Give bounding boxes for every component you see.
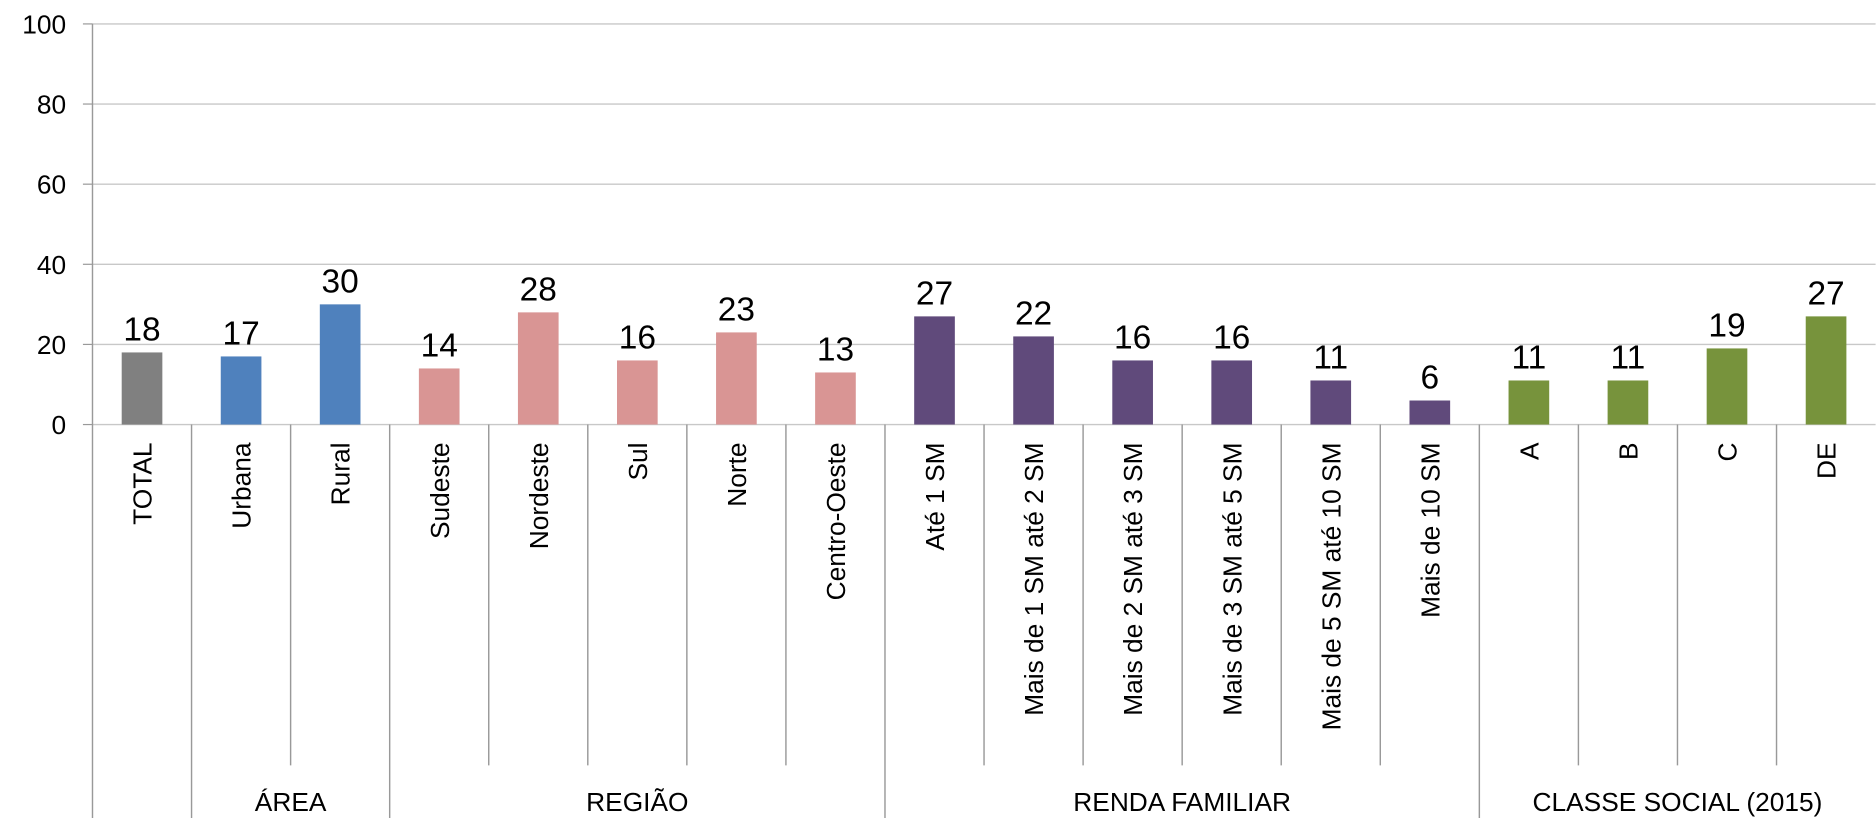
group-label: REGIÃO <box>586 787 688 817</box>
x-tick-label: Mais de 2 SM até 3 SM <box>1118 442 1148 715</box>
y-tick-label: 20 <box>37 330 66 360</box>
value-label: 14 <box>421 327 458 364</box>
bar <box>914 316 955 425</box>
x-tick-label: Sul <box>623 442 653 480</box>
bar <box>1211 360 1253 425</box>
x-tick-label: Mais de 1 SM até 2 SM <box>1019 442 1049 715</box>
value-label: 28 <box>520 271 557 308</box>
bar <box>1508 380 1550 425</box>
y-tick-label: 60 <box>37 170 66 200</box>
bar <box>1112 360 1153 425</box>
x-tick-label: Até 1 SM <box>920 442 950 550</box>
value-label: 6 <box>1421 360 1440 397</box>
x-tick-label: Mais de 5 SM até 10 SM <box>1316 442 1346 730</box>
value-label: 11 <box>1313 340 1348 377</box>
x-tick-label: Rural <box>326 442 356 505</box>
value-label: 11 <box>1611 340 1646 377</box>
group-label: CLASSE SOCIAL (2015) <box>1533 787 1823 817</box>
x-tick-label: Urbana <box>227 442 257 529</box>
value-label: 27 <box>1807 275 1844 312</box>
bar <box>121 352 163 425</box>
x-tick-label: Nordeste <box>524 442 554 549</box>
bar <box>716 332 757 425</box>
value-label: 16 <box>1213 319 1250 356</box>
value-label: 16 <box>1114 319 1151 356</box>
bar <box>220 356 262 425</box>
y-tick-label: 80 <box>37 90 66 120</box>
bar <box>1409 400 1451 425</box>
bar <box>1607 380 1649 425</box>
value-label: 13 <box>817 332 854 369</box>
x-tick-label: TOTAL <box>128 442 158 524</box>
value-label: 16 <box>619 319 656 356</box>
y-tick-label: 100 <box>22 9 66 39</box>
value-label: 23 <box>718 291 755 328</box>
x-tick-label: Norte <box>722 442 752 506</box>
bar <box>1805 316 1847 425</box>
y-tick-label: 40 <box>37 250 66 280</box>
x-tick-label: B <box>1614 442 1644 460</box>
bar <box>1706 348 1748 425</box>
x-tick-label: Mais de 3 SM até 5 SM <box>1217 442 1247 715</box>
bar <box>418 368 460 425</box>
value-label: 22 <box>1015 295 1052 332</box>
x-tick-label: A <box>1514 442 1544 460</box>
value-label: 19 <box>1708 307 1745 344</box>
value-label: 18 <box>123 311 160 348</box>
bar <box>616 360 658 425</box>
x-tick-label: Centro-Oeste <box>821 442 851 600</box>
value-label: 11 <box>1512 340 1547 377</box>
group-label: ÁREA <box>255 787 327 817</box>
bar <box>1310 380 1352 425</box>
bar <box>815 372 856 425</box>
x-tick-label: Mais de 10 SM <box>1415 442 1445 617</box>
bar <box>517 312 559 425</box>
bar <box>1013 336 1054 425</box>
x-tick-label: DE <box>1812 442 1842 479</box>
x-tick-label: Sudeste <box>425 442 455 538</box>
group-label: RENDA FAMILIAR <box>1073 787 1291 817</box>
y-tick-label: 0 <box>52 410 67 440</box>
value-label: 17 <box>222 315 259 352</box>
bar <box>319 304 361 425</box>
value-label: 27 <box>916 275 953 312</box>
value-label: 30 <box>322 263 359 300</box>
x-tick-label: C <box>1713 442 1743 461</box>
